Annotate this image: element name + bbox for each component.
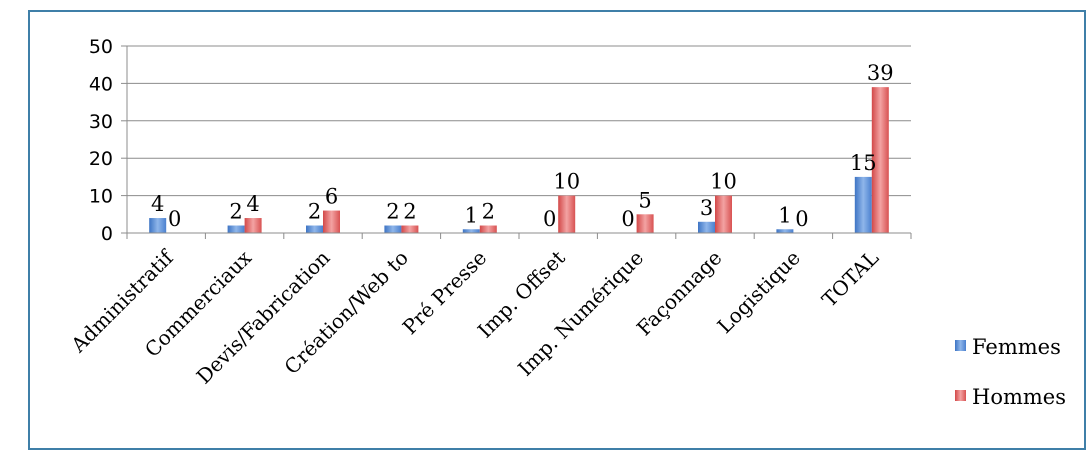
data-label-femmes: 3 bbox=[700, 196, 713, 220]
bar-femmes bbox=[776, 229, 794, 233]
bar-femmes bbox=[462, 229, 480, 233]
data-label-femmes: 15 bbox=[850, 151, 877, 175]
data-label-femmes: 1 bbox=[465, 203, 478, 227]
category-labels: AdministratifCommerciauxDevis/Fabricatio… bbox=[66, 244, 884, 388]
category-label: TOTAL bbox=[817, 246, 883, 312]
data-label-hommes: 6 bbox=[325, 185, 338, 209]
data-label-femmes: 2 bbox=[308, 200, 321, 224]
bar-femmes bbox=[698, 221, 715, 233]
data-label-femmes: 1 bbox=[778, 203, 791, 227]
bar-femmes bbox=[149, 218, 167, 233]
data-label-hommes: 10 bbox=[710, 170, 737, 194]
category-label: Façonnage bbox=[632, 246, 727, 341]
data-label-hommes: 39 bbox=[867, 61, 894, 85]
y-tick-label: 30 bbox=[89, 111, 113, 133]
bar-hommes bbox=[558, 195, 576, 233]
category-label: Devis/Fabrication bbox=[192, 245, 335, 388]
category-label: Logistique bbox=[712, 246, 804, 338]
data-label-hommes: 2 bbox=[403, 200, 416, 224]
bar-femmes bbox=[306, 225, 323, 233]
legend: Femmes Hommes bbox=[955, 335, 1066, 409]
bar-hommes bbox=[715, 195, 732, 233]
legend-label-hommes: Hommes bbox=[972, 385, 1066, 409]
data-label-hommes: 0 bbox=[168, 207, 181, 231]
data-label-femmes: 2 bbox=[229, 200, 242, 224]
bar-hommes bbox=[244, 218, 262, 233]
legend-label-femmes: Femmes bbox=[972, 335, 1061, 359]
bar-hommes bbox=[323, 210, 340, 233]
y-tick-label: 0 bbox=[101, 223, 113, 245]
data-label-femmes: 2 bbox=[386, 200, 399, 224]
bar-hommes bbox=[871, 87, 889, 233]
bar-hommes bbox=[479, 225, 497, 233]
y-tick-label: 40 bbox=[89, 73, 113, 95]
data-label-hommes: 5 bbox=[638, 188, 651, 212]
legend-swatch-femmes bbox=[955, 340, 966, 351]
legend-swatch-hommes bbox=[955, 390, 966, 401]
y-tick-label: 20 bbox=[89, 148, 113, 170]
y-tick-label: 50 bbox=[89, 36, 113, 58]
y-axis-ticks: 0 10 20 30 40 50 bbox=[89, 36, 113, 245]
data-label-hommes: 4 bbox=[246, 192, 259, 216]
data-label-hommes: 10 bbox=[553, 170, 580, 194]
data-label-femmes: 0 bbox=[543, 207, 556, 231]
bar-hommes bbox=[636, 214, 654, 233]
bar-femmes bbox=[854, 176, 872, 233]
data-label-femmes: 0 bbox=[621, 207, 634, 231]
bars bbox=[149, 87, 889, 233]
data-label-hommes: 2 bbox=[482, 200, 495, 224]
bar-femmes bbox=[384, 225, 402, 233]
bar-hommes bbox=[401, 225, 419, 233]
y-tick-label: 10 bbox=[89, 186, 113, 208]
bar-femmes bbox=[227, 225, 245, 233]
x-axis bbox=[126, 46, 912, 239]
data-label-hommes: 0 bbox=[795, 207, 808, 231]
data-label-femmes: 4 bbox=[151, 192, 164, 216]
